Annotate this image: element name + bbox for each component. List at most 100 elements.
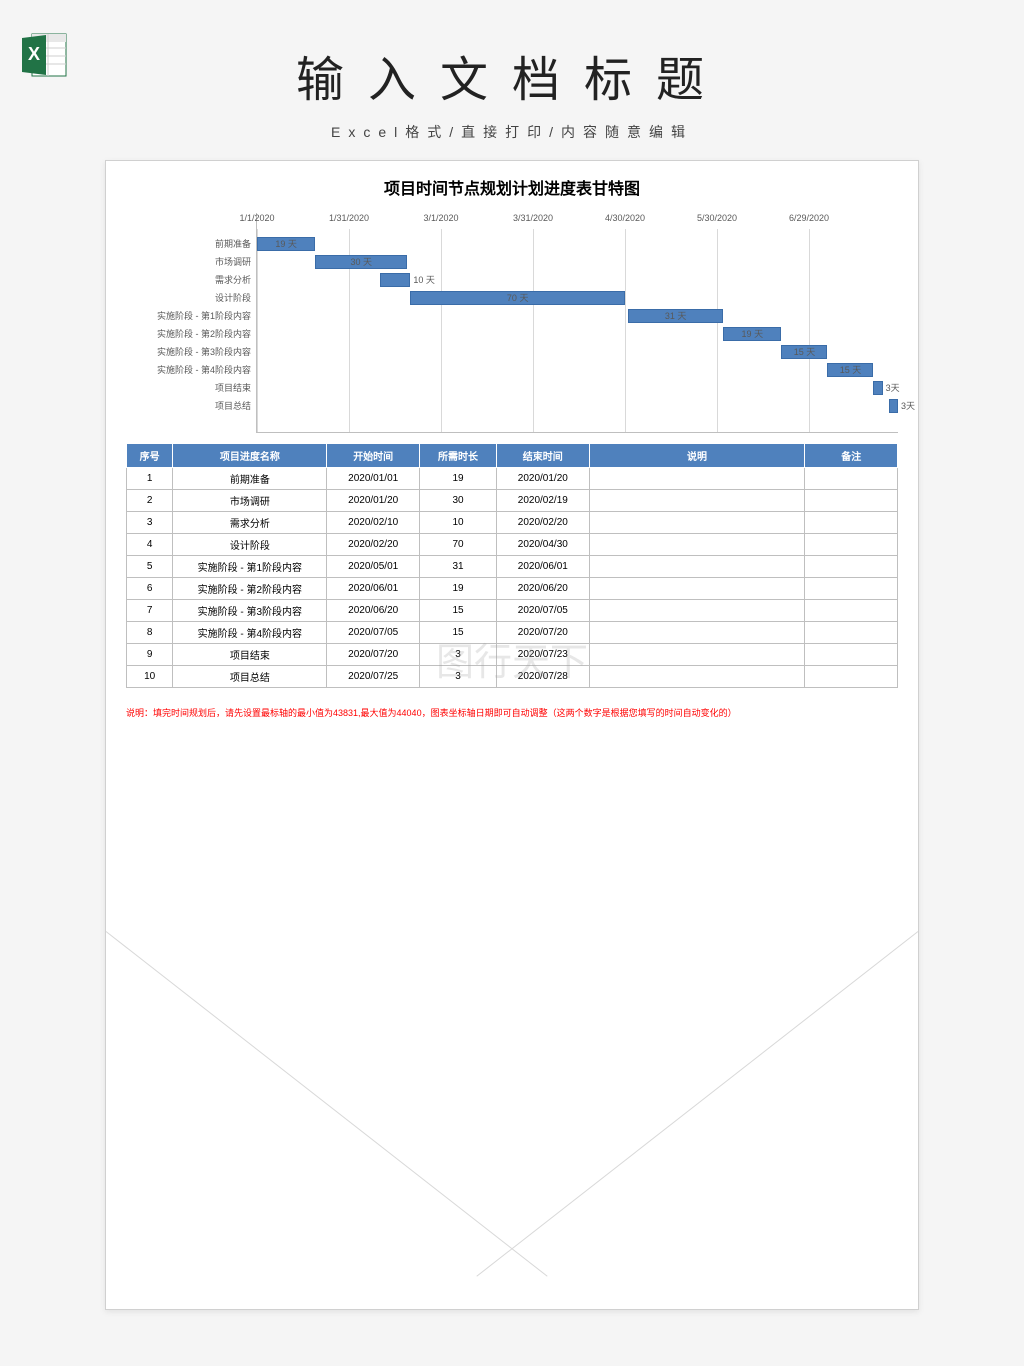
table-cell: 2020/01/01 xyxy=(327,468,420,490)
table-header: 说明 xyxy=(589,444,805,468)
table-cell xyxy=(589,666,805,688)
table-row: 4设计阶段2020/02/20702020/04/30 xyxy=(127,534,898,556)
table-cell: 2020/02/19 xyxy=(497,490,590,512)
table-cell xyxy=(589,512,805,534)
table-cell: 2020/06/01 xyxy=(327,578,420,600)
table-cell: 2020/01/20 xyxy=(497,468,590,490)
table-row: 10项目总结2020/07/2532020/07/28 xyxy=(127,666,898,688)
table-header: 项目进度名称 xyxy=(173,444,327,468)
table-cell: 8 xyxy=(127,622,173,644)
gantt-bar-label: 19 天 xyxy=(742,327,764,341)
gantt-row-label: 实施阶段 - 第3阶段内容 xyxy=(126,343,251,361)
gantt-gridline xyxy=(809,229,810,432)
table-cell: 2020/02/20 xyxy=(327,534,420,556)
table-cell: 2020/01/20 xyxy=(327,490,420,512)
table-cell: 市场调研 xyxy=(173,490,327,512)
table-cell xyxy=(805,622,898,644)
diagonal-line xyxy=(106,931,548,1277)
table-cell xyxy=(805,578,898,600)
gantt-chart: 1/1/20201/31/20203/1/20203/31/20204/30/2… xyxy=(126,213,898,433)
table-cell xyxy=(805,490,898,512)
table-cell: 2020/04/30 xyxy=(497,534,590,556)
gantt-row-label: 前期准备 xyxy=(126,235,251,253)
table-cell: 70 xyxy=(419,534,496,556)
gantt-gridline xyxy=(625,229,626,432)
table-cell xyxy=(589,578,805,600)
gantt-bar xyxy=(873,381,882,395)
table-cell: 3 xyxy=(419,644,496,666)
gantt-row-label: 项目总结 xyxy=(126,397,251,415)
gantt-row-label: 需求分析 xyxy=(126,271,251,289)
table-cell xyxy=(589,644,805,666)
table-cell: 2020/07/20 xyxy=(497,622,590,644)
table-header: 备注 xyxy=(805,444,898,468)
table-cell xyxy=(589,490,805,512)
note-label: 说明： xyxy=(126,708,153,718)
gantt-plot: 1/1/20201/31/20203/1/20203/31/20204/30/2… xyxy=(256,213,898,433)
table-cell: 2020/02/10 xyxy=(327,512,420,534)
table-cell xyxy=(589,622,805,644)
gantt-bar-label: 15 天 xyxy=(794,345,816,359)
table-cell: 4 xyxy=(127,534,173,556)
gantt-row-label: 设计阶段 xyxy=(126,289,251,307)
table-cell xyxy=(589,600,805,622)
excel-icon: X xyxy=(20,30,70,80)
table-cell: 10 xyxy=(127,666,173,688)
schedule-table: 序号项目进度名称开始时间所需时长结束时间说明备注 1前期准备2020/01/01… xyxy=(126,443,898,688)
gantt-date-label: 1/31/2020 xyxy=(329,213,369,223)
table-cell: 5 xyxy=(127,556,173,578)
gantt-date-label: 6/29/2020 xyxy=(789,213,829,223)
table-row: 7实施阶段 - 第3阶段内容2020/06/20152020/07/05 xyxy=(127,600,898,622)
table-cell: 15 xyxy=(419,622,496,644)
table-cell: 2020/02/20 xyxy=(497,512,590,534)
table-cell: 2020/07/23 xyxy=(497,644,590,666)
table-header: 结束时间 xyxy=(497,444,590,468)
table-cell: 2 xyxy=(127,490,173,512)
gantt-bar-label: 15 天 xyxy=(840,363,862,377)
table-cell xyxy=(805,644,898,666)
gantt-bar xyxy=(889,399,898,413)
table-cell xyxy=(805,556,898,578)
gantt-date-label: 5/30/2020 xyxy=(697,213,737,223)
table-cell: 实施阶段 - 第2阶段内容 xyxy=(173,578,327,600)
table-cell: 实施阶段 - 第4阶段内容 xyxy=(173,622,327,644)
gantt-date-label: 3/31/2020 xyxy=(513,213,553,223)
table-cell: 7 xyxy=(127,600,173,622)
table-cell: 实施阶段 - 第3阶段内容 xyxy=(173,600,327,622)
table-row: 9项目结束2020/07/2032020/07/23 xyxy=(127,644,898,666)
gantt-row-label: 实施阶段 - 第4阶段内容 xyxy=(126,361,251,379)
table-cell: 项目总结 xyxy=(173,666,327,688)
gantt-date-label: 4/30/2020 xyxy=(605,213,645,223)
table-cell: 2020/07/05 xyxy=(497,600,590,622)
gantt-date-label: 3/1/2020 xyxy=(423,213,458,223)
table-header: 序号 xyxy=(127,444,173,468)
gantt-bar-label: 3天 xyxy=(886,381,900,395)
table-row: 1前期准备2020/01/01192020/01/20 xyxy=(127,468,898,490)
table-row: 6实施阶段 - 第2阶段内容2020/06/01192020/06/20 xyxy=(127,578,898,600)
note-body: 填完时间规划后，请先设置最标轴的最小值为43831,最大值为44040，图表坐标… xyxy=(153,708,737,718)
table-cell xyxy=(589,468,805,490)
table-row: 2市场调研2020/01/20302020/02/19 xyxy=(127,490,898,512)
table-cell xyxy=(805,600,898,622)
gantt-bar-label: 31 天 xyxy=(665,309,687,323)
table-cell xyxy=(805,666,898,688)
gantt-row-label: 项目结束 xyxy=(126,379,251,397)
table-cell: 2020/07/20 xyxy=(327,644,420,666)
table-header: 所需时长 xyxy=(419,444,496,468)
table-cell: 30 xyxy=(419,490,496,512)
gantt-bar-label: 10 天 xyxy=(413,273,435,287)
table-cell: 2020/07/05 xyxy=(327,622,420,644)
sheet-title: 项目时间节点规划计划进度表甘特图 xyxy=(106,161,918,209)
table-row: 5实施阶段 - 第1阶段内容2020/05/01312020/06/01 xyxy=(127,556,898,578)
table-cell: 3 xyxy=(419,666,496,688)
table-cell xyxy=(589,556,805,578)
table-cell: 实施阶段 - 第1阶段内容 xyxy=(173,556,327,578)
gantt-bar xyxy=(380,273,411,287)
table-cell: 9 xyxy=(127,644,173,666)
table-cell: 6 xyxy=(127,578,173,600)
gantt-gridline xyxy=(717,229,718,432)
table-cell xyxy=(589,534,805,556)
table-cell: 2020/07/28 xyxy=(497,666,590,688)
table-row: 3需求分析2020/02/10102020/02/20 xyxy=(127,512,898,534)
gantt-gridline xyxy=(257,229,258,432)
